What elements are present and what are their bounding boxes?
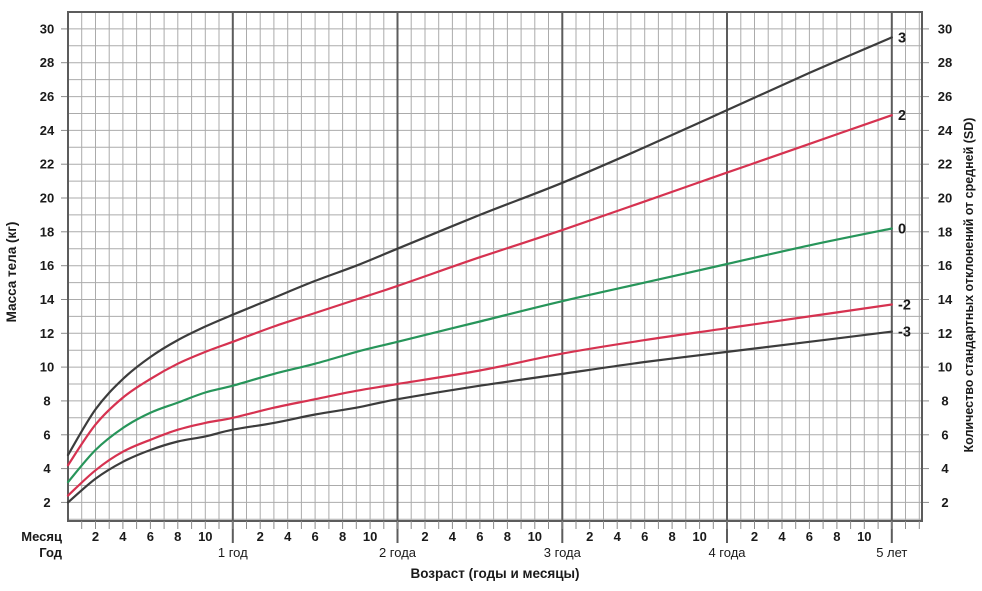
month-tick-label: 4: [778, 529, 786, 544]
month-tick-label: 2: [92, 529, 99, 544]
x-axis-title: Возраст (годы и месяцы): [410, 566, 579, 581]
month-tick-label: 2: [421, 529, 428, 544]
sd-curves: [66, 36, 893, 504]
month-tick-label: 6: [476, 529, 483, 544]
left-axis-tick-label: 6: [43, 427, 50, 442]
curve-label-sd-2: -2: [898, 298, 911, 314]
plot-frame: [67, 11, 923, 522]
month-tick-label: 8: [504, 529, 511, 544]
left-axis-tick-label: 10: [40, 360, 54, 375]
curve-label-sd3: 3: [898, 30, 906, 46]
left-axis-tick-label: 18: [40, 224, 54, 239]
curve-sd3: [66, 36, 893, 457]
left-axis-tick-label: 22: [40, 157, 54, 172]
month-tick-label: 2: [257, 529, 264, 544]
plot-border: [67, 11, 923, 522]
left-axis-tick-label: 4: [43, 461, 51, 476]
left-axis-tick-label: 28: [40, 55, 54, 70]
left-axis-tick-label: 8: [43, 393, 50, 408]
month-tick-label: 2: [751, 529, 758, 544]
month-tick-label: 6: [641, 529, 648, 544]
right-axis-tick-label: 24: [938, 123, 953, 138]
month-tick-labels: 2 4 6 8 10 2 4 6 8 10 2 4 6 8 10 2 4 6 8 10 2 4 6 8 10: [92, 529, 872, 544]
left-axis-tick-label: 26: [40, 89, 54, 104]
right-axis-title: Количество стандартных отклонений от сре…: [962, 118, 976, 453]
sd-curve-labels: 3 2 0 -2 -3: [898, 30, 911, 340]
month-tick-label: 10: [692, 529, 706, 544]
right-axis-tick-label: 12: [938, 326, 952, 341]
curve-label-sd0: 0: [898, 222, 906, 238]
month-tick-label: 10: [528, 529, 542, 544]
right-axis-tick-label: 18: [938, 224, 952, 239]
month-tick-label: 6: [806, 529, 813, 544]
month-tick-label: 8: [339, 529, 346, 544]
month-tick-label: 10: [857, 529, 871, 544]
left-axis-tick-label: 12: [40, 326, 54, 341]
year-tick-label: 2 года: [379, 545, 417, 560]
left-axis-tick-label: 14: [40, 292, 55, 307]
left-axis-title: Масса тела (кг): [4, 222, 19, 323]
right-axis-tick-label: 4: [941, 461, 949, 476]
right-axis-tick-label: 28: [938, 55, 952, 70]
right-axis-tick-label: 10: [938, 360, 952, 375]
right-axis-tick-label: 20: [938, 191, 952, 206]
curve-label-sd-3: -3: [898, 325, 911, 341]
month-tick-label: 4: [119, 529, 127, 544]
month-tick-label: 2: [586, 529, 593, 544]
curve-sd-2: [66, 303, 893, 497]
curve-label-sd2: 2: [898, 108, 906, 124]
right-axis-tick-label: 14: [938, 292, 953, 307]
month-tick-label: 10: [198, 529, 212, 544]
left-axis-tick-label: 16: [40, 258, 54, 273]
left-axis-tick-label: 20: [40, 191, 54, 206]
month-tick-label: 6: [147, 529, 154, 544]
year-row-label: Год: [39, 545, 62, 560]
left-axis-tick-label: 24: [40, 123, 55, 138]
month-tick-label: 6: [311, 529, 318, 544]
year-tick-label: 5 лет: [876, 545, 907, 560]
year-gridlines: [231, 12, 893, 543]
right-axis-tick-label: 2: [941, 495, 948, 510]
right-axis-tick-label: 30: [938, 21, 952, 36]
axis-tick-marks: [61, 28, 929, 529]
left-axis-tick-label: 30: [40, 21, 54, 36]
curve-sd2: [66, 114, 893, 467]
right-axis-tick-label: 22: [938, 157, 952, 172]
year-tick-labels: 1 год 2 года 3 года 4 года 5 лет: [218, 545, 908, 560]
year-tick-label: 3 года: [544, 545, 582, 560]
month-tick-label: 4: [449, 529, 457, 544]
right-axis-tick-label: 6: [941, 427, 948, 442]
month-tick-label: 8: [174, 529, 181, 544]
month-tick-label: 8: [668, 529, 675, 544]
year-tick-label: 4 года: [708, 545, 746, 560]
year-tick-label: 1 год: [218, 545, 248, 560]
right-axis-tick-label: 16: [938, 258, 952, 273]
right-axis-tick-label: 26: [938, 89, 952, 104]
right-axis-tick-label: 8: [941, 393, 948, 408]
left-axis-tick-label: 2: [43, 495, 50, 510]
month-tick-label: 4: [284, 529, 292, 544]
month-tick-label: 10: [363, 529, 377, 544]
month-tick-label: 8: [833, 529, 840, 544]
month-row-label: Месяц: [21, 529, 62, 544]
month-tick-label: 4: [614, 529, 622, 544]
curve-sd0: [66, 227, 893, 484]
curve-sd-3: [66, 330, 893, 504]
grid-minor-lines: [68, 12, 922, 521]
